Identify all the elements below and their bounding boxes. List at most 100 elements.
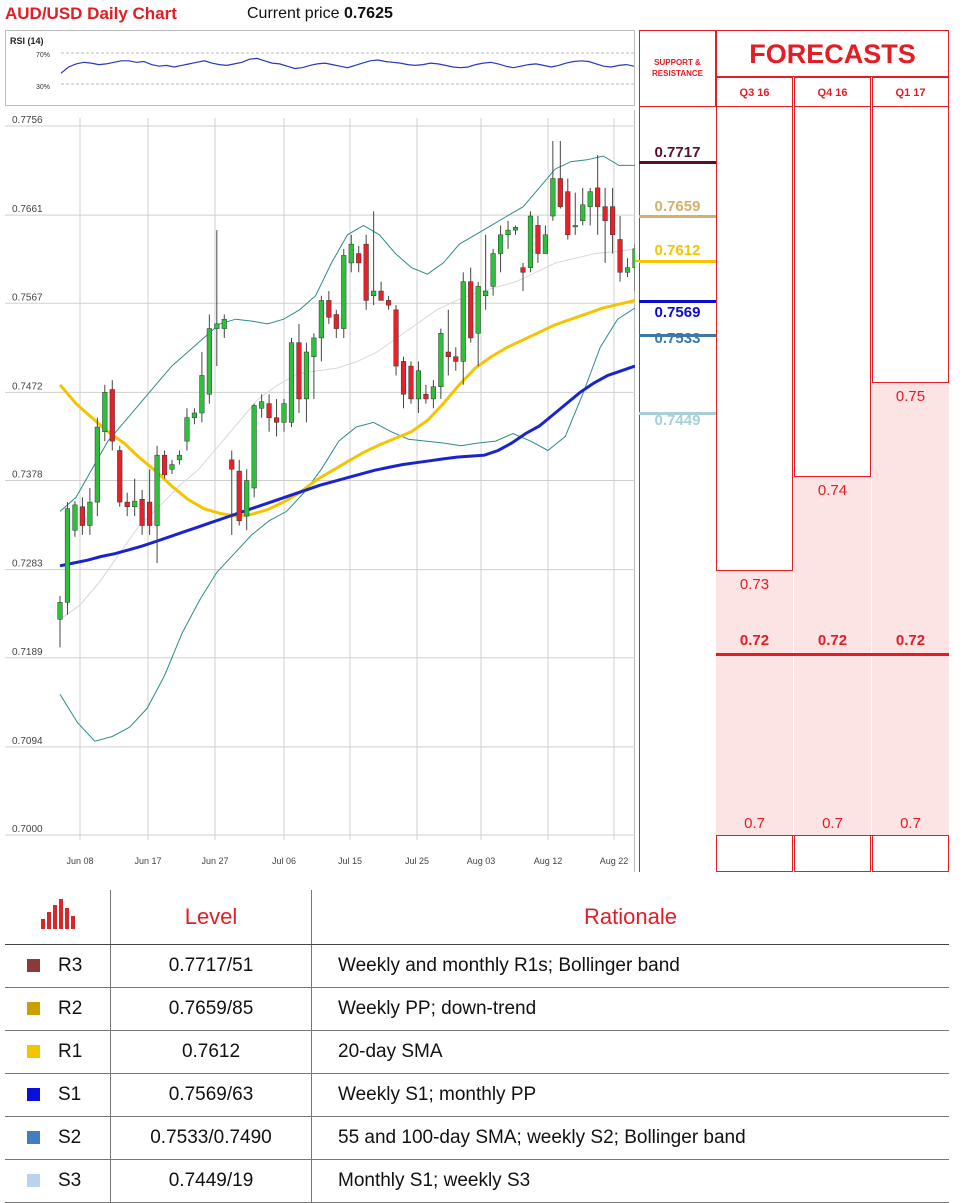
candle-up (580, 204, 586, 221)
table-row: R3 0.7717/51 Weekly and monthly R1s; Bolli… (5, 944, 949, 988)
sr-line-1 (639, 215, 716, 219)
table-row: R2 0.7659/85 Weekly PP; down-trend (5, 987, 949, 1031)
candle-up (191, 412, 197, 418)
sma-200-line (59, 364, 636, 568)
forecast-range-band (872, 382, 949, 835)
x-tick-label: Jun 08 (66, 856, 93, 866)
y-tick-label: 0.7189 (12, 647, 43, 658)
bar-chart-icon (5, 890, 111, 945)
candle-down (400, 361, 407, 395)
candle-up (184, 417, 190, 442)
candle-up (169, 464, 175, 470)
level-swatch (27, 959, 40, 972)
candle-up (311, 337, 317, 357)
level-value: 0.7612 (110, 1030, 312, 1074)
level-key-label: S2 (58, 1127, 82, 1148)
candle-up (341, 255, 347, 329)
x-tick-label: Aug 22 (600, 856, 629, 866)
forecast-072-line (716, 653, 949, 657)
x-tick-label: Jun 17 (134, 856, 161, 866)
candle-up (587, 191, 593, 207)
candle-up (498, 234, 504, 254)
candle-up (348, 243, 354, 264)
candle-up (542, 234, 548, 254)
candle-down (557, 178, 563, 207)
candle-down (109, 389, 115, 442)
candle-up (221, 318, 227, 329)
sr-head-line2: RESISTANCE (652, 69, 703, 78)
sr-level-label: 0.7659 (654, 197, 701, 215)
candle-up (460, 281, 466, 362)
candle-down (296, 342, 302, 400)
sr-line-4 (639, 333, 716, 337)
candle-down (595, 187, 601, 207)
level-key: S2 (5, 1116, 111, 1160)
bollinger-upper-line (59, 155, 635, 512)
price-prefix: Current price (247, 5, 340, 22)
level-key: S3 (5, 1159, 111, 1203)
level-value: 0.7659/85 (110, 987, 312, 1031)
candle-up (550, 178, 556, 217)
forecast-value: 0.73 (739, 575, 770, 593)
level-swatch (27, 1088, 40, 1101)
current-price: Current price 0.7625 (247, 5, 393, 23)
y-tick-label: 0.7661 (12, 204, 43, 215)
sr-level-label: 0.7569 (654, 304, 701, 322)
level-key-label: S1 (58, 1084, 82, 1105)
forecast-value: 0.7 (822, 815, 843, 832)
candle-down (273, 417, 280, 423)
table-row: S2 0.7533/0.7490 55 and 100-day SMA; weekl… (5, 1116, 949, 1160)
level-key: R3 (5, 944, 111, 988)
x-tick-label: Jun 27 (201, 856, 228, 866)
candle-up (64, 508, 71, 603)
y-tick-label: 0.7756 (12, 115, 43, 126)
candle-up (281, 403, 287, 423)
candle-up (244, 480, 250, 517)
x-tick-label: Jul 15 (338, 856, 362, 866)
candle-up (288, 342, 295, 423)
sr-head-line1: SUPPORT & (654, 58, 701, 67)
sr-line-extension (635, 260, 716, 263)
y-tick-label: 0.7000 (12, 824, 43, 835)
candle-down (393, 309, 399, 367)
candle-up (505, 229, 511, 236)
candle-down (266, 403, 272, 418)
forecast-value: 0.7 (900, 815, 921, 832)
candle-up (632, 248, 638, 268)
level-key: R2 (5, 987, 111, 1031)
candle-down (520, 267, 526, 273)
level-rationale: 20-day SMA (311, 1030, 949, 1074)
level-key-label: R3 (58, 955, 83, 976)
level-key-label: R2 (58, 998, 83, 1019)
level-rationale: Weekly and monthly R1s; Bollinger band (311, 944, 949, 988)
candle-down (363, 243, 369, 301)
quarter-header-q1-17: Q1 17 (872, 77, 949, 107)
candle-up (318, 300, 324, 339)
sma-55-line (58, 298, 636, 518)
candle-down (356, 253, 362, 264)
candle-down (386, 300, 392, 306)
rationale-column-header: Rationale (311, 890, 949, 945)
price-value: 0.7625 (343, 5, 393, 22)
candle-up (512, 227, 519, 231)
y-tick-label: 0.7567 (12, 292, 43, 303)
table-row: S3 0.7449/19 Monthly S1; weekly S3 (5, 1159, 949, 1203)
rsi-upper-label: 70% (36, 52, 50, 59)
sr-line-5 (639, 412, 716, 416)
level-key-label: S3 (58, 1170, 82, 1191)
x-tick-label: Jul 06 (272, 856, 296, 866)
rsi-panel: RSI (14) 70% 30% (5, 30, 635, 106)
level-rationale: Weekly PP; down-trend (311, 987, 949, 1031)
forecasts-title: FORECASTS (716, 30, 949, 77)
candle-up (490, 253, 496, 287)
level-rationale: 55 and 100-day SMA; weekly S2; Bollinger… (311, 1116, 949, 1160)
forecast-value: 0.75 (895, 388, 926, 406)
candle-up (572, 225, 578, 228)
rsi-label: RSI (14) (10, 36, 44, 46)
price-chart: 0.7756 0.7661 0.7567 0.7472 0.7378 0.7283 0.71… (5, 115, 638, 866)
price-chart-panel: 0.7756 0.7661 0.7567 0.7472 0.7378 0.7283 0.71… (5, 110, 638, 872)
forecast-column (716, 107, 793, 872)
rsi-lower-label: 30% (36, 84, 50, 91)
candle-down (326, 300, 332, 318)
y-tick-label: 0.7378 (12, 470, 43, 481)
